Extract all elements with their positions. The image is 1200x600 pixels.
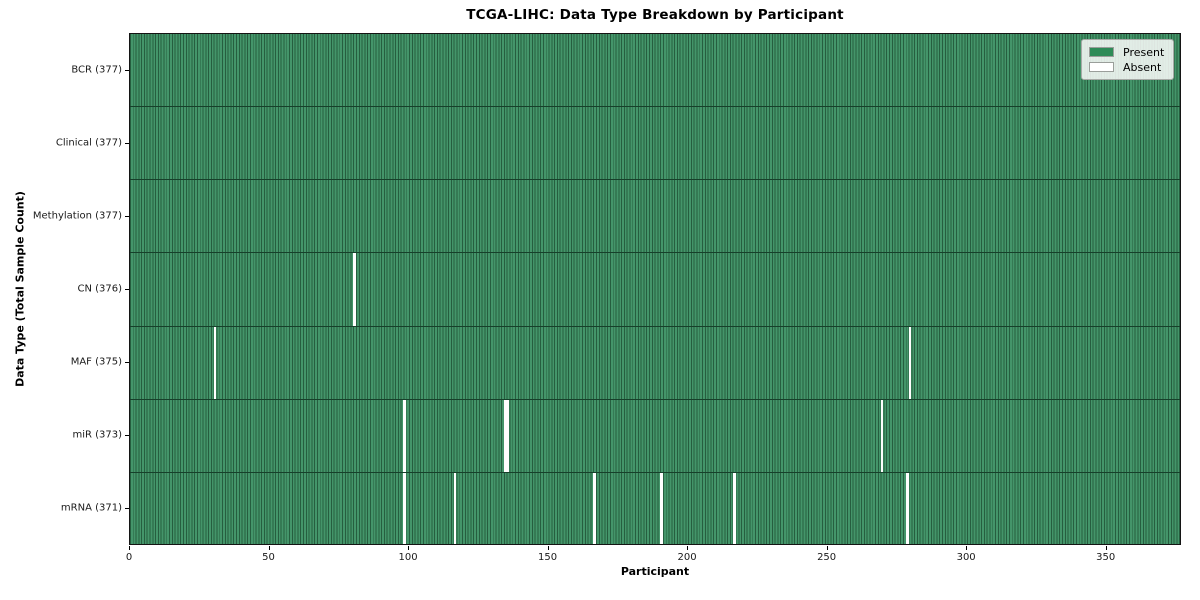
absent-gap xyxy=(908,326,912,399)
absent-gap xyxy=(905,472,909,544)
y-tick-label: Clinical (377) xyxy=(55,137,122,149)
x-tick xyxy=(408,546,410,550)
y-tick-label: miR (373) xyxy=(72,429,122,441)
absent-gap xyxy=(403,472,407,544)
y-tick-label: BCR (377) xyxy=(71,64,122,76)
y-tick xyxy=(125,215,129,217)
x-tick-label: 50 xyxy=(262,552,275,563)
y-tick xyxy=(125,508,129,510)
absent-gap xyxy=(880,399,884,472)
y-tick-label: Methylation (377) xyxy=(32,210,122,222)
legend-row-absent: Absent xyxy=(1089,60,1166,74)
x-tick xyxy=(966,546,968,550)
x-tick-label: 200 xyxy=(677,552,697,563)
y-tick xyxy=(125,69,129,71)
row-band-maf xyxy=(130,326,1180,400)
y-tick xyxy=(125,289,129,290)
y-tick-label: mRNA (371) xyxy=(60,502,122,514)
y-tick xyxy=(125,362,129,364)
x-tick-label: 300 xyxy=(956,552,976,563)
legend-label-absent: Absent xyxy=(1123,60,1162,74)
present-swatch-icon xyxy=(1089,47,1114,57)
absent-gap xyxy=(453,472,457,544)
y-tick-label: CN (376) xyxy=(77,283,122,295)
absent-gap xyxy=(732,472,736,544)
x-tick xyxy=(1105,546,1107,550)
y-tick xyxy=(125,435,129,437)
row-band-clinical xyxy=(130,107,1180,181)
x-tick xyxy=(547,546,549,550)
y-tick-label: MAF (375) xyxy=(70,356,122,368)
x-axis-label: Participant xyxy=(620,565,690,578)
x-tick-label: 350 xyxy=(1096,552,1116,563)
legend: Present Absent xyxy=(1081,39,1174,80)
x-tick xyxy=(826,546,828,550)
row-band-mrna xyxy=(130,472,1180,544)
chart-title: TCGA-LIHC: Data Type Breakdown by Partic… xyxy=(466,7,844,23)
plot-area xyxy=(129,33,1181,545)
x-tick xyxy=(268,546,270,550)
legend-row-present: Present xyxy=(1089,45,1166,59)
x-tick-label: 150 xyxy=(538,552,558,563)
absent-gap xyxy=(403,399,407,472)
x-tick xyxy=(687,546,689,550)
absent-gap xyxy=(503,399,507,472)
absent-gap xyxy=(213,326,217,399)
row-band-mir xyxy=(130,399,1180,473)
x-tick xyxy=(129,546,130,550)
row-band-cn xyxy=(130,253,1180,327)
absent-gap xyxy=(353,253,357,326)
absent-swatch-icon xyxy=(1089,62,1114,72)
absent-gap xyxy=(660,472,663,544)
absent-gap xyxy=(593,472,596,544)
x-tick-label: 100 xyxy=(398,552,418,563)
row-band-bcr xyxy=(130,34,1180,108)
x-tick-label: 0 xyxy=(125,552,133,563)
y-tick xyxy=(125,142,129,144)
absent-gap xyxy=(506,399,510,472)
row-band-methylation xyxy=(130,180,1180,254)
x-tick-label: 250 xyxy=(817,552,837,563)
legend-label-present: Present xyxy=(1123,45,1165,59)
